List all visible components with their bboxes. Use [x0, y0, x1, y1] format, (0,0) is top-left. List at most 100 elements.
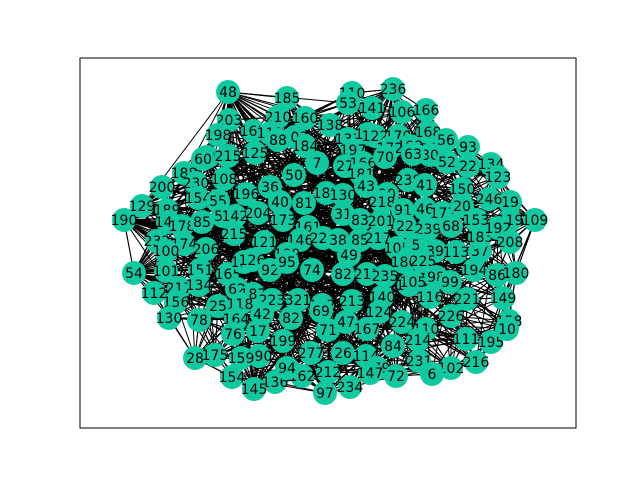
node-circle [462, 258, 486, 282]
graph-nodes: 4818511023653141166106203210160138198165… [111, 77, 548, 405]
graph-node: 213 [339, 289, 366, 313]
graph-node: 76 [221, 322, 245, 346]
node-circle [275, 250, 299, 274]
graph-node: 218 [369, 190, 395, 214]
graph-node: 234 [337, 375, 363, 399]
node-circle [348, 208, 372, 232]
graph-node: 215 [215, 144, 241, 168]
graph-node: 60 [191, 147, 215, 171]
node-circle [190, 210, 214, 234]
node-label: 226 [438, 309, 465, 325]
node-label: 123 [485, 170, 512, 186]
node-circle [170, 214, 194, 238]
node-circle [216, 80, 240, 104]
graph-node: 108 [211, 167, 237, 191]
node-circle [337, 243, 361, 267]
node-circle [130, 194, 154, 218]
node-circle [370, 190, 394, 214]
node-label: 167 [354, 322, 381, 338]
graph-node: 86 [485, 263, 509, 287]
graph-node: 95 [275, 250, 299, 274]
graph-node: 236 [380, 77, 406, 101]
node-label: 86 [488, 268, 506, 284]
node-circle [331, 262, 355, 286]
node-circle [191, 147, 215, 171]
node-label: 217 [365, 231, 392, 247]
graph-node: 154 [219, 365, 245, 389]
graph-node: 70 [373, 145, 397, 169]
graph-edge [214, 215, 224, 356]
graph-node: 206 [193, 237, 219, 261]
graph-node: 22 [393, 214, 417, 238]
node-label: 166 [413, 103, 440, 119]
node-label: 154 [185, 191, 212, 207]
node-circle [336, 91, 360, 115]
node-circle [340, 289, 364, 313]
graph-node: 105 [400, 270, 426, 294]
graph-node: 277 [298, 341, 325, 365]
graph-node: 10 [495, 317, 519, 341]
node-label: 92 [261, 263, 279, 279]
node-circle [142, 281, 166, 305]
node-circle [212, 167, 236, 191]
node-circle [187, 308, 211, 332]
node-circle [222, 222, 246, 246]
node-circle [172, 232, 196, 256]
graph-node: 130 [156, 306, 182, 330]
graph-node: 81 [292, 191, 316, 215]
node-label: 213 [339, 294, 366, 310]
node-label: 43 [357, 179, 375, 195]
node-circle [420, 362, 444, 386]
node-label: 160 [292, 111, 319, 127]
graph-edge [345, 88, 394, 323]
node-label: 224 [389, 315, 416, 331]
graph-node: 196 [233, 182, 259, 206]
node-circle [334, 310, 358, 334]
node-label: 5 [412, 238, 421, 254]
node-circle [318, 113, 342, 137]
node-label: 121 [251, 235, 278, 251]
graph-node: 47 [334, 310, 358, 334]
node-circle [434, 128, 458, 152]
node-circle [271, 329, 295, 353]
graph-node: 93 [456, 135, 480, 159]
graph-node: 71 [316, 318, 340, 342]
graph-node: 54 [122, 261, 146, 285]
node-circle [401, 142, 425, 166]
node-label: 71 [319, 323, 337, 339]
node-label: 277 [298, 346, 325, 362]
node-label: 101 [153, 264, 180, 280]
node-label: 22 [459, 159, 477, 175]
node-circle [498, 190, 522, 214]
node-circle [418, 285, 442, 309]
node-circle [206, 294, 230, 318]
node-circle [282, 163, 306, 187]
node-label: 159 [228, 351, 255, 367]
node-label: 85 [193, 215, 211, 231]
node-circle [366, 226, 390, 250]
node-label: 126 [239, 253, 266, 269]
graph-node: 74 [300, 258, 324, 282]
node-label: 194 [461, 263, 488, 279]
node-label: 53 [339, 96, 357, 112]
node-label: 100 [153, 244, 180, 260]
graph-node: 199 [270, 329, 296, 353]
node-label: 82 [334, 267, 352, 283]
node-label: 76 [224, 327, 242, 343]
node-label: 31 [334, 207, 352, 223]
graph-node: 145 [241, 377, 267, 401]
node-circle [438, 270, 462, 294]
node-label: 130 [330, 188, 357, 204]
node-circle [316, 318, 340, 342]
node-label: 153 [463, 213, 490, 229]
graph-node: 190 [111, 208, 138, 232]
node-label: 78 [190, 313, 208, 329]
node-circle [216, 144, 240, 168]
graph-node: 224 [389, 310, 416, 334]
graph-node: 101 [153, 259, 180, 283]
graph-node: 221 [454, 287, 480, 311]
node-label: 190 [111, 213, 138, 229]
node-circle [229, 346, 253, 370]
node-label: 69 [312, 304, 330, 320]
node-circle [354, 174, 378, 198]
